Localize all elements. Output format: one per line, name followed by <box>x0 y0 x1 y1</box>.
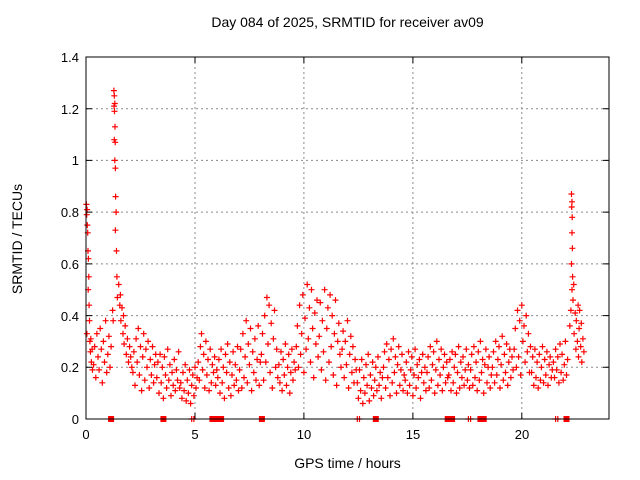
x-tick-label-15: 15 <box>405 427 421 442</box>
x-tick-label-5: 5 <box>191 427 199 442</box>
x-axis-label: GPS time / hours <box>294 455 401 471</box>
y-tick-label-1.2: 1.2 <box>60 102 79 117</box>
y-tick-label-0.2: 0.2 <box>60 360 79 375</box>
chart-title: Day 084 of 2025, SRMTID for receiver av0… <box>211 14 484 30</box>
y-tick-label-0.6: 0.6 <box>60 257 79 272</box>
plot-border <box>85 56 610 420</box>
x-tick-label-10: 10 <box>296 427 312 442</box>
y-tick-label-1: 1 <box>71 153 79 168</box>
x-tick-label-20: 20 <box>514 427 530 442</box>
gridlines <box>86 57 609 419</box>
scatter-plus-markers <box>83 87 587 422</box>
axis-ticks <box>85 56 609 420</box>
y-tick-label-0.8: 0.8 <box>60 205 79 220</box>
y-tick-label-0.4: 0.4 <box>60 309 79 324</box>
y-tick-label-0: 0 <box>71 412 79 427</box>
y-tick-label-1.4: 1.4 <box>60 50 79 65</box>
x-tick-label-0: 0 <box>82 427 90 442</box>
